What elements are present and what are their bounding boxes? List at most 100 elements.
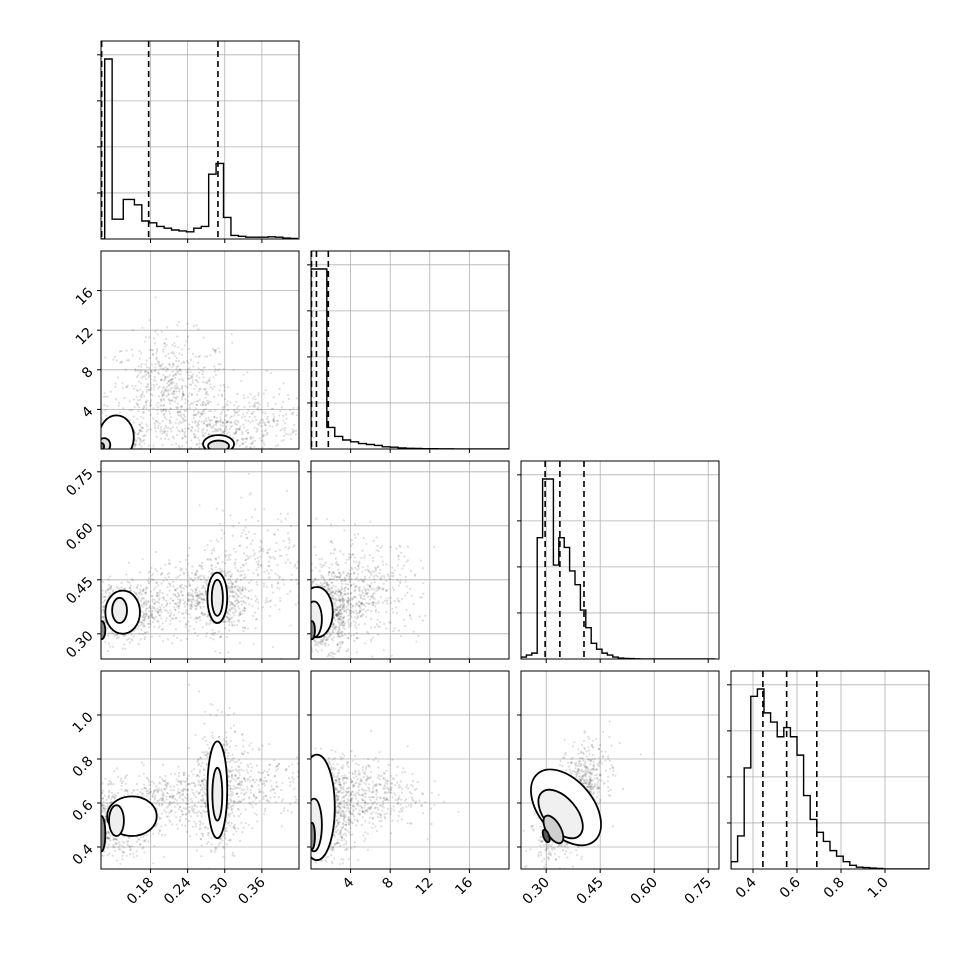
scatter-point (89, 614, 91, 616)
scatter-point (140, 440, 143, 443)
scatter-point (171, 426, 174, 429)
scatter-point (230, 575, 233, 578)
scatter-point (57, 633, 59, 635)
scatter-point (177, 605, 180, 608)
scatter-point (190, 453, 192, 455)
scatter-point (141, 430, 144, 433)
scatter-point (184, 584, 187, 587)
scatter-point (95, 600, 97, 602)
scatter-point (266, 433, 269, 436)
scatter-point (121, 382, 124, 385)
scatter-point (152, 388, 155, 391)
scatter-point (304, 625, 306, 627)
scatter-point (332, 571, 335, 574)
scatter-point (410, 617, 413, 620)
scatter-point (360, 608, 363, 611)
scatter-point (382, 648, 385, 651)
scatter-point (123, 452, 125, 454)
scatter-point (216, 429, 219, 432)
scatter-point (189, 384, 193, 387)
scatter-point (188, 613, 191, 616)
scatter-point (243, 406, 246, 409)
scatter-point (226, 572, 229, 575)
scatter-point (170, 380, 174, 384)
scatter-point (348, 617, 351, 621)
scatter-point (158, 422, 162, 425)
scatter-point (186, 603, 189, 606)
scatter-point (148, 788, 151, 791)
scatter-point (228, 618, 231, 621)
scatter-point (359, 578, 363, 581)
scatter-point (141, 407, 144, 410)
scatter-point (93, 626, 95, 628)
scatter-point (339, 598, 342, 601)
scatter-point (138, 592, 141, 595)
scatter-point (161, 622, 164, 625)
scatter-point (382, 574, 385, 577)
scatter-point (85, 625, 87, 627)
scatter-point (348, 599, 351, 602)
scatter-point (137, 643, 140, 646)
scatter-point (236, 411, 239, 414)
scatter-point (273, 533, 276, 536)
scatter-point (341, 642, 344, 645)
scatter-point (291, 428, 294, 431)
scatter-point (157, 598, 161, 601)
scatter-point (300, 639, 302, 641)
scatter-point (187, 629, 191, 632)
scatter-point (393, 627, 396, 630)
scatter-point (99, 610, 101, 612)
scatter-point (168, 399, 171, 402)
scatter-point (243, 619, 246, 622)
scatter-point (335, 612, 338, 615)
scatter-point (201, 561, 204, 564)
scatter-point (218, 636, 222, 639)
scatter-point (362, 608, 365, 611)
scatter-point (399, 580, 402, 583)
scatter-point (249, 542, 252, 546)
scatter-point (198, 439, 201, 442)
scatter-point (330, 591, 333, 595)
scatter-point (140, 451, 142, 453)
scatter-point (271, 585, 274, 589)
scatter-point (239, 570, 242, 573)
scatter-point (166, 382, 169, 385)
scatter-point (286, 512, 289, 515)
scatter-point (339, 599, 342, 602)
scatter-point (197, 328, 200, 331)
scatter-point (196, 393, 199, 396)
scatter-point (287, 537, 290, 540)
scatter-point (197, 381, 200, 384)
scatter-point (223, 532, 226, 535)
scatter-point (169, 381, 172, 384)
scatter-point (334, 591, 337, 594)
scatter-point (335, 593, 338, 596)
scatter-point (143, 405, 146, 408)
scatter-point (315, 578, 318, 581)
scatter-point (196, 442, 199, 446)
scatter-point (243, 415, 246, 418)
scatter-point (157, 401, 160, 404)
scatter-point (154, 369, 157, 372)
scatter-point (346, 608, 349, 611)
scatter-point (303, 541, 305, 543)
scatter-point (278, 575, 281, 579)
scatter-point (236, 577, 239, 580)
scatter-point (112, 463, 114, 465)
scatter-point (197, 410, 200, 413)
scatter-point (201, 400, 205, 403)
scatter-point (243, 607, 247, 610)
scatter-point (239, 578, 242, 581)
scatter-point (241, 626, 245, 629)
scatter-point (243, 396, 246, 399)
scatter-point (199, 619, 202, 622)
scatter-point (338, 600, 342, 603)
scatter-point (142, 411, 145, 414)
scatter-point (145, 373, 148, 376)
scatter-point (391, 611, 395, 614)
scatter-point (225, 413, 228, 416)
scatter-point (122, 451, 124, 453)
scatter-point (127, 454, 129, 456)
scatter-point (151, 616, 154, 619)
scatter-point (308, 601, 310, 603)
